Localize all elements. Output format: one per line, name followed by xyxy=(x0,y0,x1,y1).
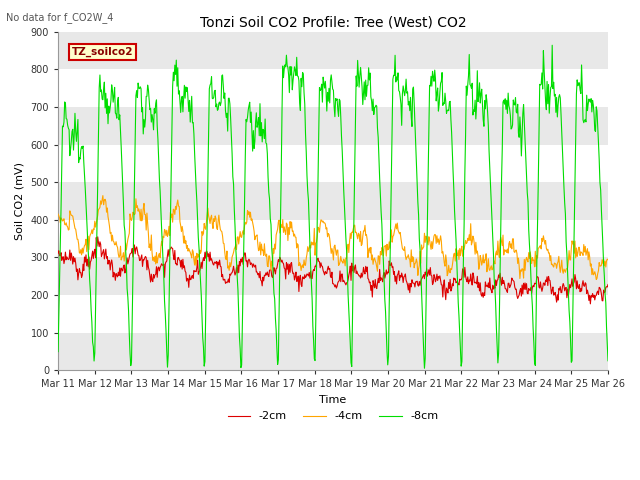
-2cm xyxy=(54,250,62,256)
Bar xyxy=(58,107,608,144)
-2cm xyxy=(405,280,413,286)
-2cm xyxy=(604,282,612,288)
-4cm xyxy=(376,249,384,254)
Line: -8cm: -8cm xyxy=(58,45,608,368)
-4cm xyxy=(490,258,498,264)
Text: TZ_soilco2: TZ_soilco2 xyxy=(72,47,133,57)
-8cm xyxy=(300,90,308,96)
-8cm xyxy=(404,102,412,108)
-8cm xyxy=(376,176,383,181)
Title: Tonzi Soil CO2 Profile: Tree (West) CO2: Tonzi Soil CO2 Profile: Tree (West) CO2 xyxy=(200,15,467,29)
-2cm xyxy=(94,234,102,240)
X-axis label: Time: Time xyxy=(319,395,347,405)
-4cm xyxy=(160,235,168,240)
-2cm xyxy=(301,272,308,277)
-8cm xyxy=(420,365,428,371)
Line: -4cm: -4cm xyxy=(58,196,608,279)
-4cm xyxy=(405,256,413,262)
-8cm xyxy=(236,346,244,352)
-4cm xyxy=(237,234,244,240)
Line: -2cm: -2cm xyxy=(58,237,608,304)
Bar xyxy=(58,257,608,295)
-4cm xyxy=(54,211,62,217)
Legend: -2cm, -4cm, -8cm: -2cm, -4cm, -8cm xyxy=(223,407,443,426)
-2cm xyxy=(237,256,244,262)
Text: No data for f_CO2W_4: No data for f_CO2W_4 xyxy=(6,12,114,23)
-4cm xyxy=(301,262,308,268)
-4cm xyxy=(593,276,600,282)
-2cm xyxy=(160,262,168,267)
Bar xyxy=(58,32,608,69)
-2cm xyxy=(586,301,594,307)
-4cm xyxy=(99,193,107,199)
Bar xyxy=(58,182,608,220)
-4cm xyxy=(604,257,612,263)
Y-axis label: Soil CO2 (mV): Soil CO2 (mV) xyxy=(15,162,25,240)
-8cm xyxy=(490,276,498,282)
-8cm xyxy=(548,42,556,48)
-8cm xyxy=(54,349,62,355)
-8cm xyxy=(159,258,167,264)
-2cm xyxy=(490,283,498,288)
-2cm xyxy=(376,277,384,283)
-8cm xyxy=(604,358,612,364)
Bar xyxy=(58,333,608,371)
